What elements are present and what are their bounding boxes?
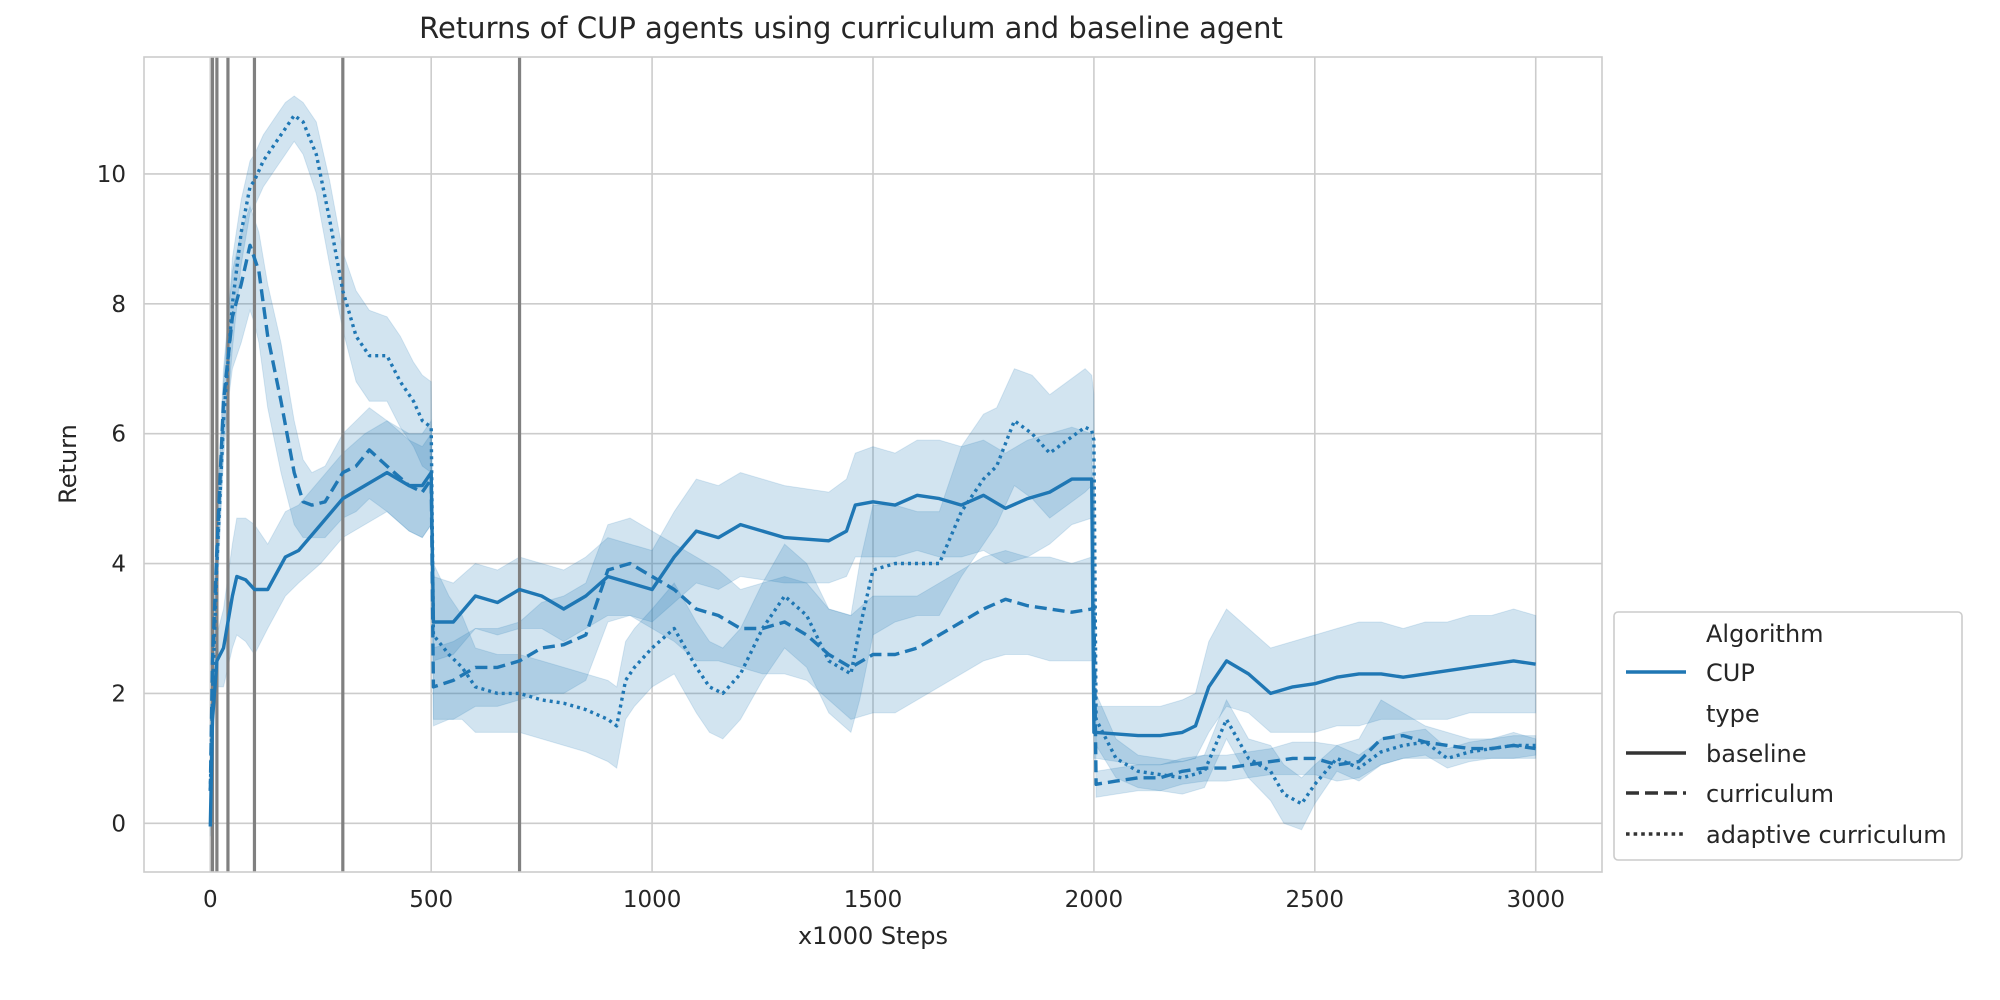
legend-entry-cup: CUP	[1706, 659, 1755, 687]
x-tick-label: 2000	[1065, 887, 1124, 913]
curriculum-line	[208, 243, 1536, 791]
y-tick-label: 6	[111, 422, 126, 448]
baseline-line	[208, 470, 1536, 827]
y-tick-label: 4	[111, 552, 126, 578]
legend-entry-curriculum: curriculum	[1706, 780, 1834, 808]
curriculum-band	[209, 204, 1537, 811]
y-tick-label: 10	[97, 162, 126, 188]
legend-entry-adaptive-curriculum: adaptive curriculum	[1706, 821, 1947, 849]
plot-frame	[143, 56, 1603, 873]
legend: Algorithm CUP type baseline curriculum a…	[1613, 611, 1963, 861]
chart-title: Returns of CUP agents using curriculum a…	[419, 11, 1283, 45]
curriculum-switch-lines	[210, 57, 522, 872]
tick-labels: 0 500 1000 1500 2000 2500 3000 0 2 4 6 8 10	[97, 162, 1565, 913]
grid-lines	[144, 57, 1602, 872]
x-axis-label: x1000 Steps	[798, 922, 948, 950]
baseline-band	[209, 419, 1537, 837]
x-tick-label: 0	[203, 887, 218, 913]
y-tick-label: 0	[111, 811, 126, 837]
legend-title-type: type	[1706, 700, 1760, 728]
legend-box	[1613, 611, 1963, 861]
legend-title-algorithm: Algorithm	[1706, 620, 1824, 648]
y-tick-label: 8	[111, 292, 126, 318]
x-tick-label: 3000	[1506, 887, 1565, 913]
y-tick-label: 2	[111, 681, 126, 707]
x-tick-label: 500	[409, 887, 453, 913]
x-tick-label: 2500	[1286, 887, 1345, 913]
y-axis-label: Return	[54, 424, 82, 504]
legend-entry-baseline: baseline	[1706, 740, 1807, 768]
series-lines	[208, 113, 1536, 827]
x-tick-label: 1000	[623, 887, 682, 913]
adaptive-curriculum-line	[208, 113, 1536, 806]
x-tick-label: 1500	[844, 887, 903, 913]
